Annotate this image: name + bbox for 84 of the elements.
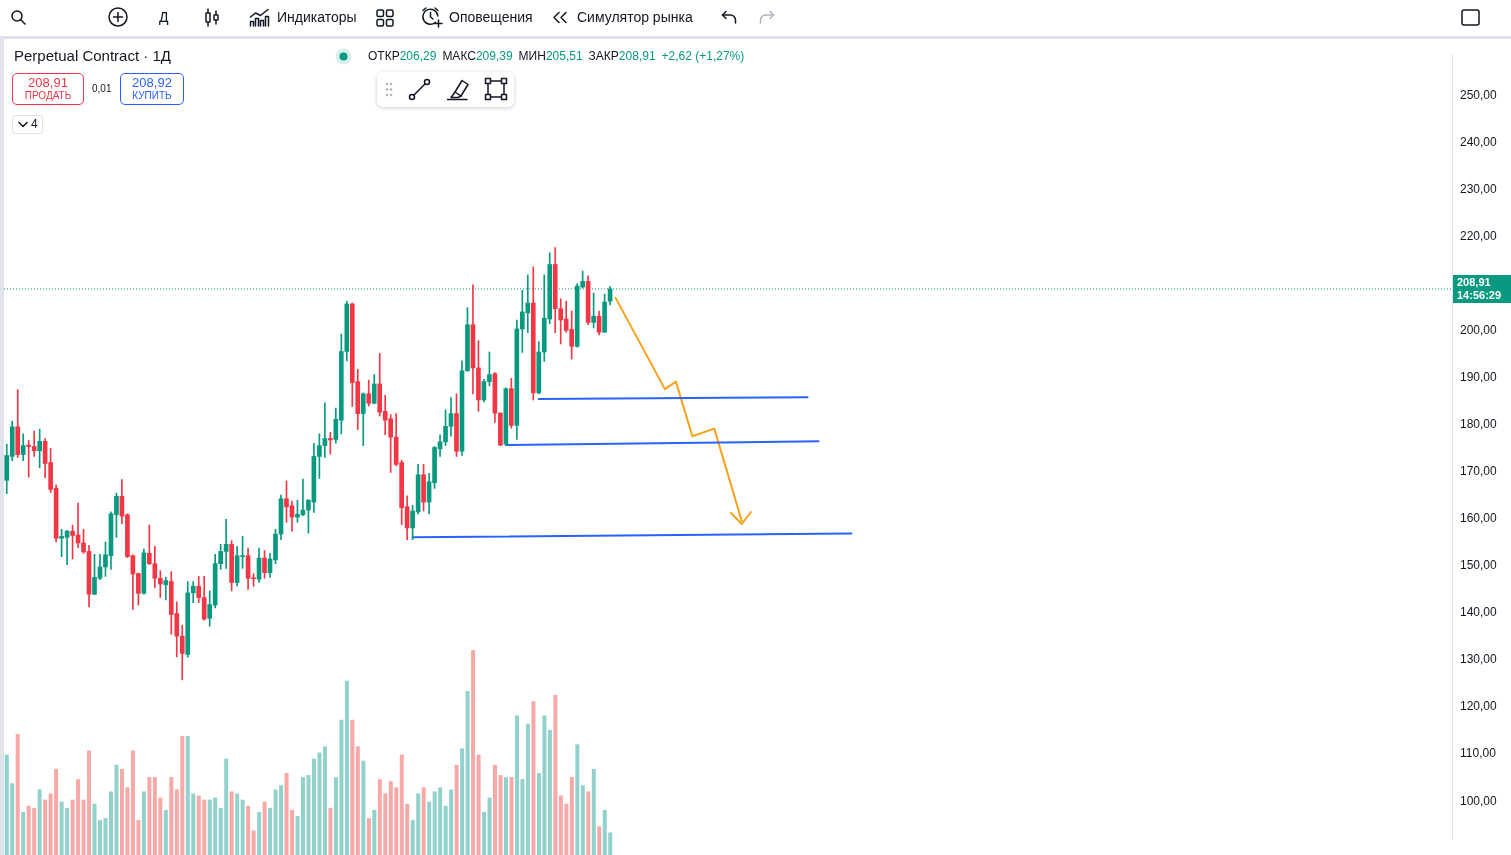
bar: [547, 729, 552, 855]
bar: [322, 746, 327, 855]
bar: [21, 811, 26, 855]
bar: [525, 723, 530, 855]
annotation: КУПИТЬ: [132, 90, 172, 102]
chart-title: Perpetual Contract · 1Д: [14, 47, 171, 65]
y-tick-label: 230,00: [1460, 181, 1498, 196]
y-tick-label: 170,00: [1460, 464, 1498, 479]
annotation: 0,01: [92, 83, 112, 95]
bar: [471, 650, 476, 855]
y-tick-label: 130,00: [1460, 652, 1498, 667]
bar: [268, 807, 273, 855]
y-tick-label: 190,00: [1460, 370, 1498, 385]
bar: [169, 777, 174, 855]
bar: [141, 791, 146, 855]
bar: [460, 748, 465, 855]
y-tick-label: 250,00: [1460, 87, 1498, 102]
annotation: ЗАКР208,91: [588, 49, 656, 63]
y-tick-label: 200,00: [1460, 323, 1498, 338]
text: Оповещения: [449, 9, 533, 25]
bar: [15, 734, 20, 855]
annotation: МАКС209,39: [442, 49, 513, 63]
bar: [235, 793, 240, 855]
bar: [427, 801, 432, 855]
bar: [246, 805, 251, 855]
y-tick-label: 150,00: [1460, 558, 1498, 573]
bar: [229, 791, 234, 855]
bar: [355, 746, 360, 855]
bar: [454, 764, 459, 855]
bar: [482, 811, 487, 855]
buy-button: 208,92 КУПИТЬ: [120, 73, 184, 105]
bar: [493, 764, 498, 855]
bar: [37, 789, 42, 855]
bar: [586, 791, 591, 855]
y-tick-label: 180,00: [1460, 417, 1498, 432]
candlestick: [163, 576, 169, 601]
annotation: 4: [31, 117, 38, 132]
bar: [476, 754, 481, 855]
sell-button: 208,91 ПРОДАТЬ: [12, 73, 84, 105]
annotation: ПРОДАТЬ: [24, 90, 72, 102]
bar: [257, 811, 262, 855]
bar: [421, 787, 426, 855]
bar: [372, 809, 377, 855]
annotation: +2,62 (+1,27%): [661, 49, 745, 63]
bar: [531, 701, 536, 855]
bar: [251, 830, 256, 855]
bar: [350, 719, 355, 855]
y-tick-label: 100,00: [1460, 793, 1498, 808]
text: Д: [159, 9, 169, 25]
bar: [163, 809, 168, 855]
y-tick-label: 120,00: [1460, 699, 1498, 714]
bar: [580, 785, 585, 855]
bar: [344, 680, 349, 855]
annotation: 208,91: [28, 75, 68, 90]
bar: [262, 801, 267, 855]
y-tick-label: 110,00: [1460, 746, 1497, 761]
bar: [366, 818, 371, 855]
bar: [575, 744, 580, 855]
bar: [240, 799, 245, 855]
bar: [465, 691, 470, 855]
bar: [569, 777, 574, 855]
y-tick-label: 160,00: [1460, 511, 1498, 526]
bar: [361, 760, 366, 855]
bar: [597, 826, 602, 855]
bar: [328, 807, 333, 855]
ref-line-label: 208,91 14:56:29: [1453, 274, 1511, 303]
bar: [487, 797, 492, 855]
y-tick-label: 240,00: [1460, 134, 1498, 149]
annotation: 208,92: [132, 75, 172, 90]
annotation: МИН205,51: [518, 49, 583, 63]
text: Индикаторы: [277, 9, 357, 25]
bar: [509, 777, 514, 855]
bar: [43, 799, 48, 855]
bar: [553, 695, 558, 855]
bar: [147, 777, 152, 855]
y-tick-label: 220,00: [1460, 229, 1498, 244]
bar: [504, 777, 509, 855]
collapse-button: 4: [12, 115, 43, 134]
bar: [591, 768, 596, 855]
annotation: ОТКР206,29: [368, 49, 437, 63]
bar: [498, 775, 503, 855]
text: Симулятор рынка: [577, 9, 693, 25]
candlestick: [26, 440, 32, 478]
y-tick-label: 140,00: [1460, 605, 1498, 620]
